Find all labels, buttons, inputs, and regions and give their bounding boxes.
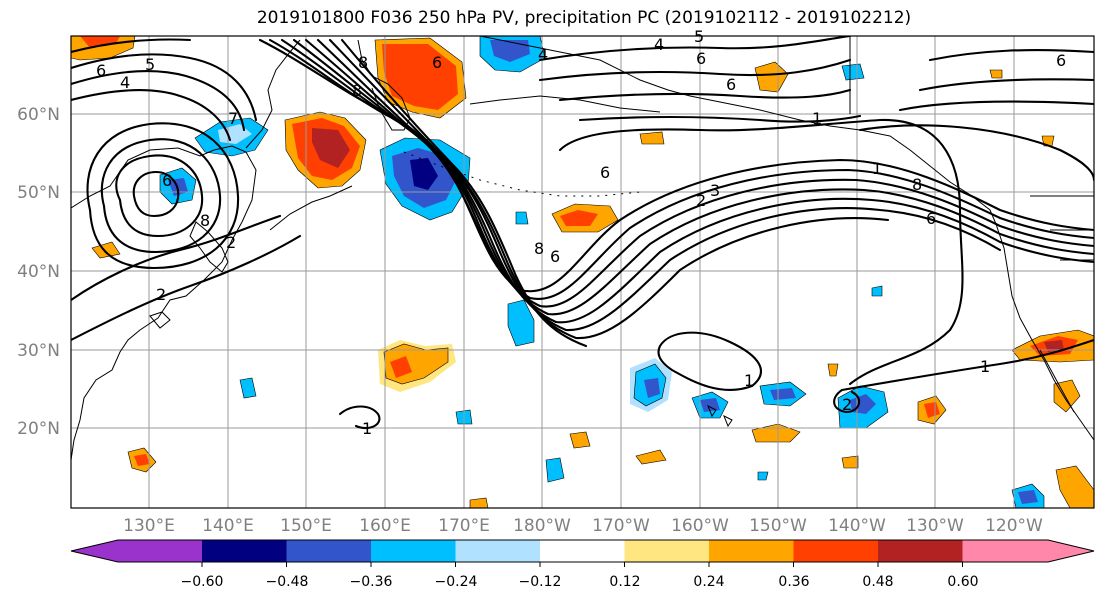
colorbar-segment xyxy=(540,540,625,562)
contour-label: 8 xyxy=(352,81,362,100)
colorbar-tick-label: −0.60 xyxy=(181,574,224,590)
longitude-labels: 130°E 140°E 150°E 160°E 170°E 180°W 170°… xyxy=(123,516,1043,536)
lon-label: 150°E xyxy=(280,516,332,536)
contour-label: 1 xyxy=(872,159,882,178)
lon-label: 140°W xyxy=(828,516,886,536)
contour-label: 6 xyxy=(162,171,172,190)
contour-label: 5 xyxy=(145,55,155,74)
contour-label: 4 xyxy=(538,45,548,64)
lon-label: 140°E xyxy=(202,516,254,536)
colorbar-tick-label: 0.36 xyxy=(778,574,809,590)
contour-label: 6 xyxy=(696,49,706,68)
map-frame xyxy=(70,35,1095,509)
lon-label: 160°E xyxy=(359,516,411,536)
contour-label: 2 xyxy=(226,233,236,252)
contour-label: 2 xyxy=(696,191,706,210)
contour-label: 8 xyxy=(200,211,210,230)
colorbar-tick-label: 0.60 xyxy=(947,574,978,590)
map-area xyxy=(71,36,1094,508)
contour-label: 6 xyxy=(550,247,560,266)
contour-label: 6 xyxy=(726,75,736,94)
contour-label: 1 xyxy=(980,357,990,376)
lon-label: 160°W xyxy=(671,516,729,536)
colorbar-segment xyxy=(962,540,1094,562)
contour-label: 1 xyxy=(744,371,754,390)
lat-label: 60°N xyxy=(17,105,60,125)
colorbar-tick-label: 0.24 xyxy=(693,574,724,590)
pv-contours xyxy=(71,36,1094,430)
colorbar-tick-label: 0.12 xyxy=(609,574,640,590)
colorbar-segment xyxy=(71,540,202,562)
lat-label: 20°N xyxy=(17,419,60,439)
colorbar-tick-label: −0.24 xyxy=(435,574,478,590)
lon-label: 170°W xyxy=(592,516,650,536)
colorbar-segment xyxy=(709,540,794,562)
colorbar-tick-label: −0.36 xyxy=(350,574,393,590)
lat-label: 50°N xyxy=(17,183,60,203)
contour-label: 6 xyxy=(432,53,442,72)
lon-label: 150°W xyxy=(749,516,807,536)
lon-label: 130°E xyxy=(123,516,175,536)
contour-label: 8 xyxy=(912,175,922,194)
colorbar-segment xyxy=(624,540,710,562)
lat-label: 40°N xyxy=(17,262,60,282)
contour-label: 8 xyxy=(358,53,368,72)
contour-label: 7 xyxy=(228,109,238,128)
precip-shading xyxy=(71,36,1094,508)
colorbar xyxy=(70,539,1095,567)
lon-label: 120°W xyxy=(985,516,1043,536)
lon-label: 130°W xyxy=(906,516,964,536)
colorbar-tick-label: −0.48 xyxy=(266,574,309,590)
contour-label: 6 xyxy=(926,209,936,228)
colorbar-segment xyxy=(202,540,287,562)
coastlines xyxy=(71,36,1094,461)
colorbar-segment xyxy=(793,540,879,562)
colorbar-segment xyxy=(286,540,372,562)
contour-label: 2 xyxy=(156,285,166,304)
colorbar-tick-label: −0.12 xyxy=(519,574,562,590)
colorbar-tick-labels: −0.60 −0.48 −0.36 −0.24 −0.12 0.12 0.24 … xyxy=(181,574,979,590)
contour-label: 1 xyxy=(812,109,822,128)
colorbar-outline xyxy=(70,539,1095,563)
lat-label: 30°N xyxy=(17,341,60,361)
contour-label: 4 xyxy=(120,73,130,92)
latitude-labels: 60°N 50°N 40°N 30°N 20°N xyxy=(17,105,60,439)
colorbar-segment xyxy=(878,540,963,562)
lon-label: 170°E xyxy=(438,516,490,536)
lon-label: 180°W xyxy=(513,516,571,536)
contour-label: 4 xyxy=(654,35,664,54)
colorbar-segment xyxy=(371,540,456,562)
contour-label: 1 xyxy=(362,419,372,438)
contour-label: 6 xyxy=(1056,51,1066,70)
colorbar-segment xyxy=(455,540,541,562)
contour-label: 6 xyxy=(96,61,106,80)
contour-label: 3 xyxy=(710,181,720,200)
contour-label: 6 xyxy=(600,163,610,182)
colorbar-tick-label: 0.48 xyxy=(862,574,893,590)
map-title: 2019101800 F036 250 hPa PV, precipitatio… xyxy=(256,8,912,28)
contour-label: 8 xyxy=(534,239,544,258)
contour-label: 2 xyxy=(842,395,852,414)
